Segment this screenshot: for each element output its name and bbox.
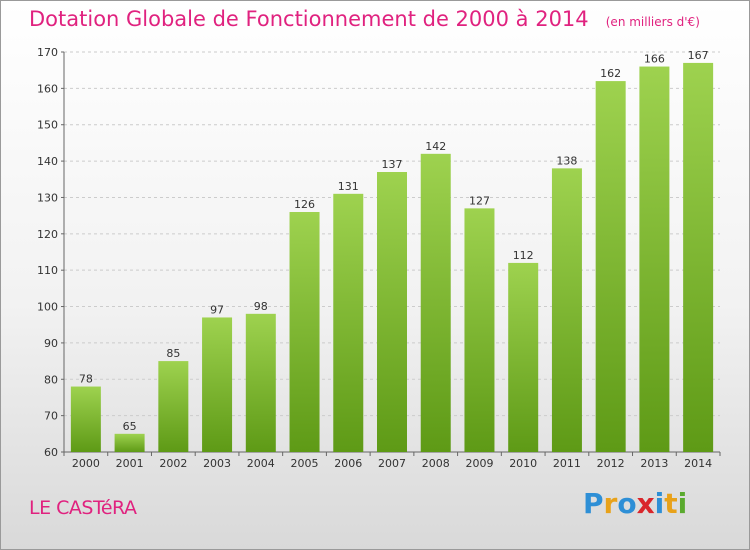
logo-letter: i	[654, 487, 665, 520]
x-tick-label: 2007	[378, 457, 406, 470]
title-row: Dotation Globale de Fonctionnement de 20…	[29, 7, 700, 31]
x-tick-label: 2002	[159, 457, 187, 470]
x-tick-label: 2003	[203, 457, 231, 470]
x-tick-label: 2009	[465, 457, 493, 470]
bar-2007	[377, 172, 407, 452]
chart-title: Dotation Globale de Fonctionnement de 20…	[29, 7, 589, 31]
y-tick-label: 60	[44, 446, 58, 459]
bar-2004	[245, 313, 276, 452]
chart-unit: (en milliers d'€)	[605, 15, 700, 29]
y-tick-label: 80	[44, 373, 58, 386]
bar-value-label: 97	[210, 303, 224, 316]
bar-2009	[464, 208, 495, 452]
bar-2005	[289, 212, 320, 452]
y-tick-label: 150	[37, 119, 58, 132]
x-tick-label: 2013	[640, 457, 668, 470]
bar-value-label: 85	[166, 347, 180, 360]
bar-value-label: 137	[382, 158, 403, 171]
y-tick-label: 120	[37, 228, 58, 241]
x-tick-label: 2006	[334, 457, 362, 470]
y-tick-label: 130	[37, 191, 58, 204]
x-tick-label: 2001	[116, 457, 144, 470]
bar-2010	[508, 262, 539, 452]
bar-value-label: 98	[254, 300, 268, 313]
bar-value-label: 142	[425, 140, 446, 153]
bar-2006	[333, 193, 364, 452]
logo-letter: t	[664, 487, 678, 520]
x-tick-label: 2011	[553, 457, 581, 470]
bar-2001	[114, 433, 145, 452]
bar-2013	[639, 66, 670, 452]
y-tick-label: 160	[37, 82, 58, 95]
bar-value-label: 167	[688, 49, 709, 62]
bar-value-label: 166	[644, 53, 665, 66]
bar-value-label: 112	[513, 249, 534, 262]
logo-letter: i	[677, 487, 688, 520]
logo-letter: x	[636, 487, 655, 520]
bar-2008	[420, 153, 451, 452]
y-tick-label: 70	[44, 410, 58, 423]
bar-value-label: 162	[600, 67, 621, 80]
bar-2011	[551, 168, 582, 452]
bar-value-label: 65	[123, 420, 137, 433]
bar-value-label: 126	[294, 198, 315, 211]
x-tick-label: 2012	[597, 457, 625, 470]
bar-value-label: 131	[338, 180, 359, 193]
x-tick-label: 2014	[684, 457, 712, 470]
bar-2014	[683, 62, 714, 453]
x-tick-label: 2010	[509, 457, 537, 470]
logo-letter: o	[617, 487, 637, 520]
bar-2000	[70, 386, 101, 452]
x-tick-label: 2004	[247, 457, 275, 470]
x-tick-label: 2005	[291, 457, 319, 470]
y-tick-label: 140	[37, 155, 58, 168]
y-tick-label: 90	[44, 337, 58, 350]
bar-value-label: 78	[79, 373, 93, 386]
logo-letter: P	[583, 487, 604, 520]
commune-name: LE CASTéRA	[29, 497, 137, 519]
y-tick-label: 170	[37, 46, 58, 59]
logo-letter: r	[603, 487, 618, 520]
x-tick-label: 2000	[72, 457, 100, 470]
proxiti-logo: Proxiti	[583, 487, 687, 520]
bar-value-label: 138	[556, 154, 577, 167]
bar-2003	[202, 317, 233, 452]
y-tick-label: 100	[37, 301, 58, 314]
bar-value-label: 127	[469, 194, 490, 207]
bar-2002	[158, 361, 189, 452]
y-tick-label: 110	[37, 264, 58, 277]
x-tick-label: 2008	[422, 457, 450, 470]
bar-2012	[595, 81, 626, 452]
